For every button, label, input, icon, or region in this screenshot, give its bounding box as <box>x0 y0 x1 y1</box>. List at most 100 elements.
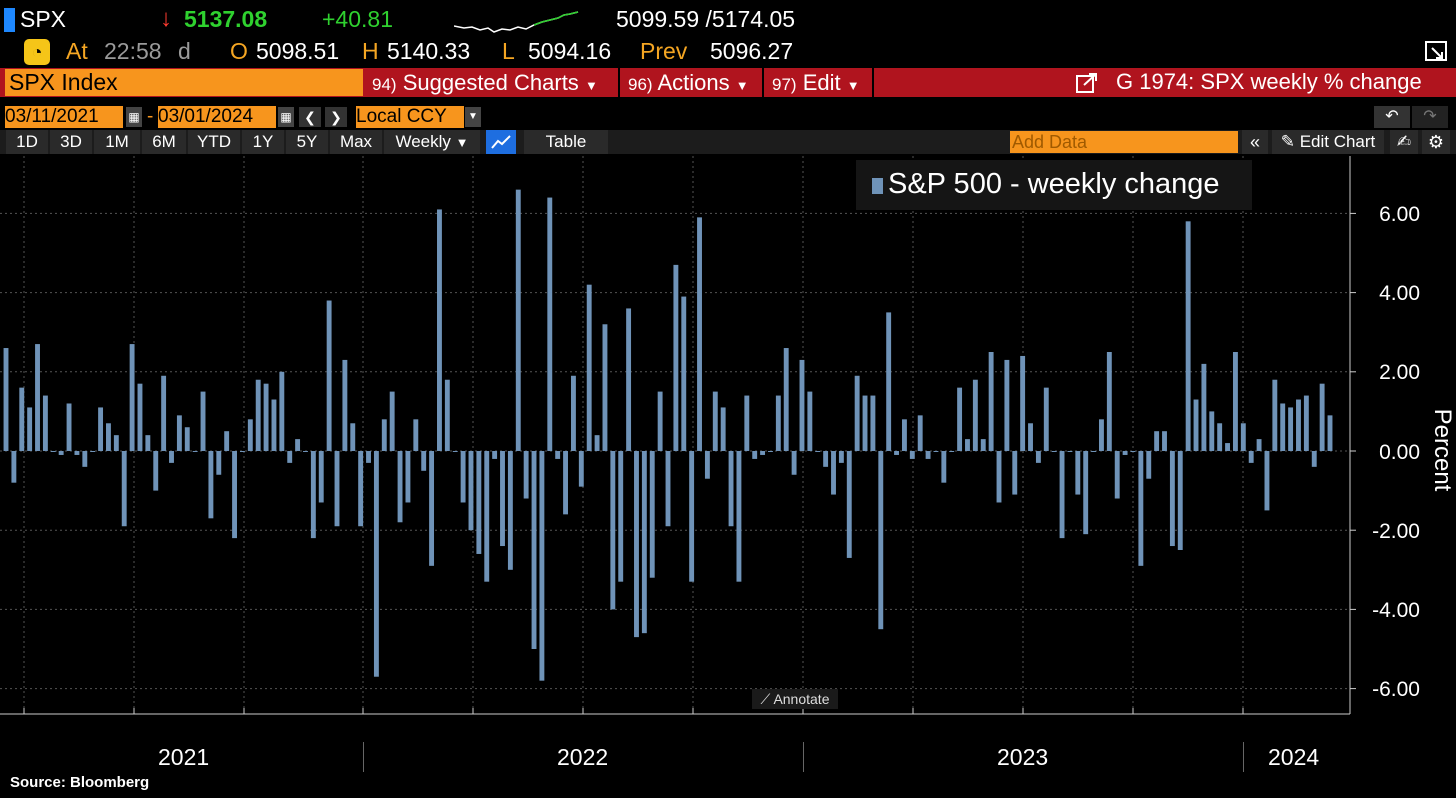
bar <box>626 308 632 451</box>
period-1d[interactable]: 1D <box>6 130 48 154</box>
bar <box>649 451 655 578</box>
bar <box>389 391 395 451</box>
bar <box>90 451 96 452</box>
bar <box>1004 359 1010 451</box>
bar <box>1303 395 1309 451</box>
period-6m[interactable]: 6M <box>142 130 186 154</box>
bar <box>854 375 860 451</box>
x-tick-label-2022: 2022 <box>557 744 609 770</box>
end-date-input[interactable]: 03/01/2024 <box>158 106 276 128</box>
calendar-icon[interactable]: ▦ <box>126 107 142 127</box>
bar <box>539 451 545 681</box>
bar <box>397 451 403 523</box>
period-5y[interactable]: 5Y <box>286 130 328 154</box>
calendar-icon[interactable]: ▦ <box>278 107 294 127</box>
bar <box>500 451 505 547</box>
bar <box>901 419 907 451</box>
prev-period-button[interactable]: ❮ <box>299 107 321 127</box>
source-note: Source: Bloomberg <box>10 774 150 791</box>
period-1m[interactable]: 1M <box>94 130 140 154</box>
add-data-input[interactable]: Add Data <box>1010 131 1238 153</box>
bar <box>1217 423 1223 451</box>
bar <box>3 348 9 451</box>
bar <box>271 399 277 451</box>
period-3d[interactable]: 3D <box>50 130 92 154</box>
suggested-charts-menu[interactable]: 94) Suggested Charts ▼ <box>366 68 620 97</box>
period-ytd[interactable]: YTD <box>188 130 240 154</box>
bar <box>1288 407 1294 451</box>
bar <box>169 451 174 463</box>
bar <box>58 451 64 455</box>
bar <box>602 324 608 451</box>
annotate-label: Annotate <box>773 691 830 707</box>
bar <box>484 451 490 582</box>
actions-label: Actions <box>657 70 730 95</box>
speedometer-icon[interactable]: ◔ <box>24 39 50 65</box>
annotate-button[interactable]: ⟋ Annotate <box>752 689 838 709</box>
bar <box>594 435 600 451</box>
period-max[interactable]: Max <box>330 130 382 154</box>
bar <box>563 451 568 515</box>
quote-time-suffix: d <box>178 38 191 64</box>
bar <box>310 451 316 539</box>
bar <box>460 451 466 503</box>
edit-menu[interactable]: 97) Edit ▼ <box>766 68 874 97</box>
chart-title: G 1974: SPX weekly % change <box>1116 69 1422 94</box>
bar <box>11 451 17 483</box>
ticker[interactable]: SPX <box>20 6 67 32</box>
line-chart-icon[interactable] <box>486 130 516 154</box>
x-tick-label-2021: 2021 <box>158 744 210 770</box>
bar <box>358 451 364 527</box>
quote-bar: SPX ↓ 5137.08 +40.81 5099.59 /5174.05 <box>0 4 1456 36</box>
gear-icon[interactable]: ⚙ <box>1422 130 1450 154</box>
table-button[interactable]: Table <box>524 130 608 154</box>
year-divider <box>363 742 364 772</box>
year-divider <box>1243 742 1244 772</box>
chart-settings-icon[interactable]: ✍ <box>1390 130 1418 154</box>
bar <box>933 451 939 452</box>
bar <box>50 451 56 452</box>
frequency-select[interactable]: Weekly ▼ <box>384 130 480 154</box>
bar <box>886 312 892 451</box>
bar <box>255 379 261 451</box>
chevron-down-icon: ▼ <box>735 78 749 93</box>
edit-chart-button[interactable]: ✎ Edit Chart <box>1272 130 1384 154</box>
bar <box>326 300 332 451</box>
legend-swatch <box>872 178 883 194</box>
currency-select[interactable]: Local CCY <box>356 106 464 128</box>
bar <box>1177 451 1183 550</box>
open-value: 5098.51 <box>256 38 340 64</box>
high-value: 5140.33 <box>387 38 471 64</box>
collapse-icon[interactable]: « <box>1242 130 1268 154</box>
bar <box>1154 431 1160 451</box>
bar <box>279 371 285 451</box>
period-1y[interactable]: 1Y <box>242 130 284 154</box>
bar <box>768 451 773 452</box>
launch-icon[interactable] <box>1076 73 1098 93</box>
popout-icon[interactable] <box>1424 40 1450 64</box>
bar-series <box>3 189 1333 681</box>
bar <box>909 451 915 459</box>
bar <box>1248 451 1254 463</box>
edit-chart-label: Edit Chart <box>1299 132 1376 151</box>
bar <box>1051 451 1057 452</box>
chevron-down-icon[interactable]: ▼ <box>465 107 481 127</box>
bar <box>1232 352 1238 451</box>
bar <box>791 451 797 475</box>
undo-icon[interactable]: ↶ <box>1374 106 1410 128</box>
security-field[interactable]: SPX Index <box>5 69 363 96</box>
ohlc-bar: ◔ At 22:58 d O 5098.51 H 5140.33 L 5094.… <box>0 36 1456 66</box>
bar <box>783 348 789 451</box>
bar <box>760 451 766 455</box>
bar <box>239 451 245 452</box>
bar <box>42 395 48 451</box>
bar <box>681 296 687 451</box>
bar <box>515 189 521 451</box>
redo-icon[interactable]: ↷ <box>1412 106 1448 128</box>
bar <box>27 407 33 451</box>
next-period-button[interactable]: ❯ <box>325 107 347 127</box>
bar <box>1114 451 1120 499</box>
start-date-input[interactable]: 03/11/2021 <box>5 106 123 128</box>
actions-menu[interactable]: 96) Actions ▼ <box>622 68 764 97</box>
bar <box>831 451 836 495</box>
